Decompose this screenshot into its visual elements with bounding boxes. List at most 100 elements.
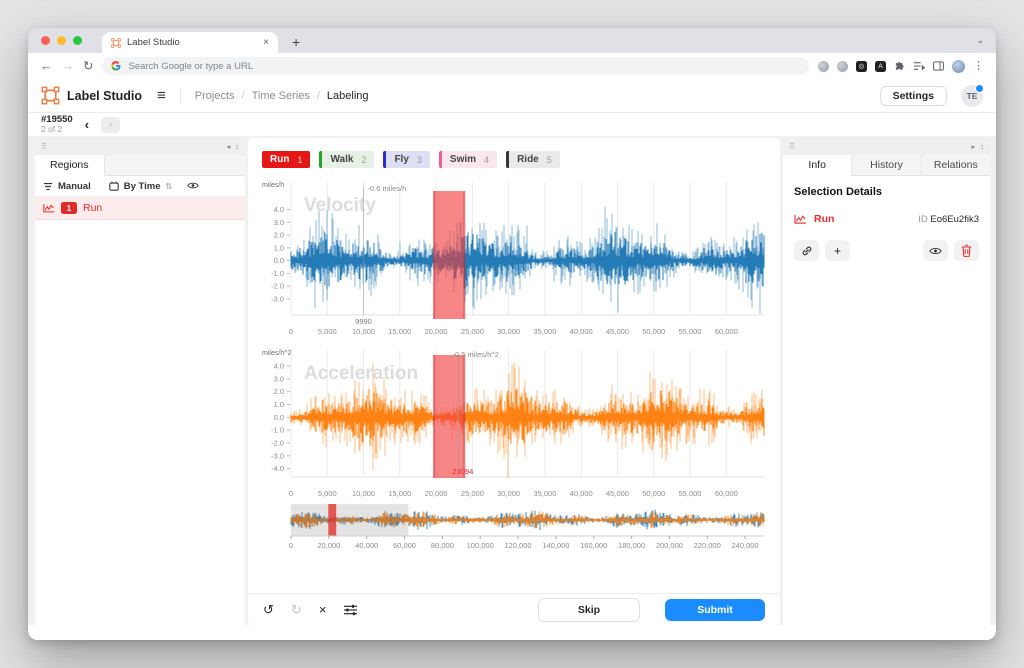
svg-text:5,000: 5,000 xyxy=(318,489,337,498)
svg-text:5,000: 5,000 xyxy=(318,327,337,336)
breadcrumb-project-name[interactable]: Time Series xyxy=(251,89,310,102)
breadcrumb-projects[interactable]: Projects xyxy=(194,89,235,102)
reload-icon[interactable]: ↻ xyxy=(83,58,94,73)
view-settings-icon[interactable] xyxy=(343,604,358,616)
new-tab-button[interactable]: + xyxy=(292,34,301,50)
svg-text:Velocity: Velocity xyxy=(304,195,376,216)
add-relation-button[interactable]: + xyxy=(825,240,850,261)
svg-text:45,000: 45,000 xyxy=(606,489,629,498)
trash-icon xyxy=(961,244,972,257)
tab-history[interactable]: History xyxy=(852,155,922,175)
svg-text:25,000: 25,000 xyxy=(461,327,484,336)
collapse-right-icon[interactable]: ▸ xyxy=(971,142,976,151)
expand-panel-icon[interactable]: ↕ xyxy=(235,142,239,151)
label-chip-walk[interactable]: Walk 2 xyxy=(319,151,375,168)
velocity-chart[interactable]: Velocity miles/h 4.0 3.0 2.0 1.0 0.0 -1.0 -2.0 -3… xyxy=(261,178,766,337)
maximize-window-button[interactable] xyxy=(73,36,82,45)
overview-minimap[interactable]: 0 20,000 40,000 60,000 80,000 100,000 120,000 1… xyxy=(261,504,766,550)
next-task-button[interactable]: › xyxy=(101,116,121,133)
order-by-time-button[interactable]: By Time xyxy=(123,180,161,192)
hide-region-button[interactable] xyxy=(923,240,948,261)
reading-list-icon[interactable] xyxy=(913,61,925,71)
side-panel-icon[interactable] xyxy=(933,61,944,71)
sort-direction-icon[interactable]: ⇅ xyxy=(165,181,173,191)
redo-icon[interactable]: ↻ xyxy=(290,602,302,617)
undo-icon[interactable]: ↺ xyxy=(263,602,274,617)
browser-profile-avatar[interactable] xyxy=(952,59,965,73)
tab-regions[interactable]: Regions xyxy=(35,155,105,176)
svg-text:-1.0: -1.0 xyxy=(271,426,284,435)
expand-panel-icon[interactable]: ↕ xyxy=(980,142,984,151)
settings-button[interactable]: Settings xyxy=(879,85,947,106)
forward-icon[interactable]: → xyxy=(61,58,75,73)
browser-addressbar: ← → ↻ Search Google or type a URL ◎ A xyxy=(28,53,996,79)
skip-button[interactable]: Skip xyxy=(538,597,640,622)
label-studio-logo[interactable] xyxy=(41,86,60,105)
annotation-area: Run 1 Walk 2 Fly 3 Swim 4 xyxy=(248,138,780,625)
label-chip-swim[interactable]: Swim 4 xyxy=(438,151,498,168)
extension-icon-3[interactable]: ◎ xyxy=(856,60,867,72)
label-hotkey: 2 xyxy=(361,154,367,165)
tab-close-icon[interactable]: × xyxy=(263,37,269,48)
browser-menu-icon[interactable]: ⋮ xyxy=(973,59,984,72)
label-text: Swim xyxy=(449,154,477,165)
link-region-button[interactable] xyxy=(794,240,819,261)
hamburger-menu-icon[interactable]: ≡ xyxy=(157,87,166,104)
region-list-item-run[interactable]: 1 Run xyxy=(35,197,245,220)
label-chip-fly[interactable]: Fly 3 xyxy=(383,151,430,168)
extension-icon-4[interactable]: A xyxy=(875,60,886,72)
svg-text:30,000: 30,000 xyxy=(497,489,520,498)
svg-text:9990: 9990 xyxy=(355,317,372,326)
reset-icon[interactable]: × xyxy=(318,602,327,617)
label-text: Ride xyxy=(517,154,539,165)
label-hotkey: 5 xyxy=(546,154,552,165)
google-icon xyxy=(111,61,121,71)
selected-region-row: Run ID Eo6Eu2fik3 xyxy=(794,213,979,225)
svg-text:180,000: 180,000 xyxy=(618,541,645,550)
group-manual-button[interactable]: Manual xyxy=(58,180,91,192)
collapse-left-icon[interactable]: ◂ xyxy=(226,142,231,151)
back-icon[interactable]: ← xyxy=(40,58,53,73)
extension-icon-2[interactable] xyxy=(837,60,848,72)
svg-text:15,000: 15,000 xyxy=(388,327,411,336)
task-navigation: #19550 2 of 2 ‹ › xyxy=(28,113,996,136)
region-label: Run xyxy=(83,202,103,214)
drag-handle-icon[interactable]: ⠿ xyxy=(789,142,795,151)
eye-icon xyxy=(929,247,942,254)
svg-text:80,000: 80,000 xyxy=(431,541,454,550)
submit-button[interactable]: Submit xyxy=(665,598,765,621)
extensions-puzzle-icon[interactable] xyxy=(894,61,905,72)
tab-info[interactable]: Info xyxy=(783,155,853,176)
acceleration-chart[interactable]: Acceleration miles/h^2 4.0 3.0 2.0 1.0 0.0 -1.0… xyxy=(261,346,766,499)
delete-region-button[interactable] xyxy=(954,240,979,261)
svg-text:miles/h: miles/h xyxy=(262,182,284,189)
browser-window: Label Studio × + ⌄ ← → ↻ Search Google o… xyxy=(28,28,996,640)
tab-list-chevron-icon[interactable]: ⌄ xyxy=(976,35,984,45)
close-window-button[interactable] xyxy=(41,36,50,45)
svg-text:miles/h^2: miles/h^2 xyxy=(262,350,291,357)
svg-text:15,000: 15,000 xyxy=(388,489,411,498)
svg-text:220,000: 220,000 xyxy=(694,541,721,550)
svg-text:55,000: 55,000 xyxy=(679,489,702,498)
minimize-window-button[interactable] xyxy=(57,36,66,45)
svg-text:55,000: 55,000 xyxy=(679,327,702,336)
svg-text:40,000: 40,000 xyxy=(355,541,378,550)
calendar-icon xyxy=(109,181,119,191)
regions-panel: ⠿ ◂ ↕ Regions Manual xyxy=(35,138,245,625)
previous-task-button[interactable]: ‹ xyxy=(84,117,90,132)
svg-text:120,000: 120,000 xyxy=(504,541,531,550)
label-chip-ride[interactable]: Ride 5 xyxy=(506,151,560,168)
svg-text:40,000: 40,000 xyxy=(570,327,593,336)
svg-text:100,000: 100,000 xyxy=(467,541,494,550)
user-avatar[interactable]: TE xyxy=(961,83,984,107)
label-chip-run[interactable]: Run 1 xyxy=(262,151,311,168)
toggle-visibility-icon[interactable] xyxy=(187,177,200,195)
url-bar[interactable]: Search Google or type a URL xyxy=(102,57,809,75)
tab-relations[interactable]: Relations xyxy=(933,159,978,171)
svg-text:35,000: 35,000 xyxy=(533,327,556,336)
svg-text:200,000: 200,000 xyxy=(656,541,683,550)
browser-tab[interactable]: Label Studio × xyxy=(102,32,278,53)
breadcrumb: Projects / Time Series / Labeling xyxy=(194,89,369,102)
extension-icon-1[interactable] xyxy=(818,60,829,72)
drag-handle-icon[interactable]: ⠿ xyxy=(41,142,47,151)
